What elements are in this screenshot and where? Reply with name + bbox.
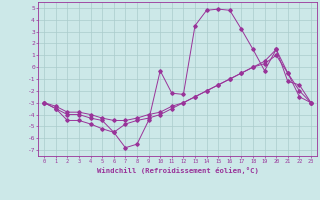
X-axis label: Windchill (Refroidissement éolien,°C): Windchill (Refroidissement éolien,°C) (97, 167, 259, 174)
